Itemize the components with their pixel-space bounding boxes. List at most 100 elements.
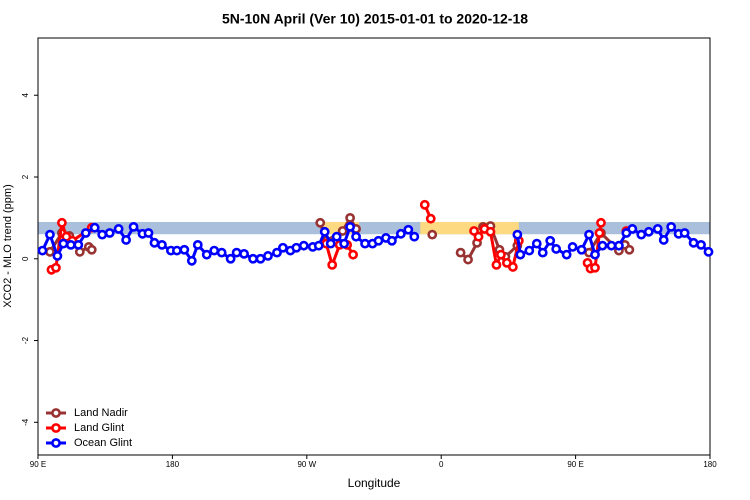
data-point — [149, 237, 160, 248]
data-point — [696, 239, 706, 250]
y-tick-label: -4 — [21, 418, 30, 426]
data-point — [209, 245, 220, 256]
data-point — [80, 228, 91, 238]
data-point — [89, 222, 100, 233]
data-point — [652, 224, 663, 234]
y-tick-label: -2 — [21, 336, 30, 344]
y-axis-label: XCO2 - MLO trend (ppm) — [2, 184, 14, 307]
data-point — [531, 238, 542, 249]
data-point — [192, 239, 203, 250]
data-point — [409, 231, 420, 242]
data-point — [51, 262, 61, 273]
data-point — [584, 229, 594, 240]
data-point — [679, 228, 690, 238]
data-point — [590, 249, 600, 260]
data-point — [360, 238, 370, 249]
data-point — [485, 226, 496, 237]
data-point — [231, 247, 242, 258]
data-point — [627, 224, 638, 234]
data-point — [339, 238, 350, 249]
data-point — [373, 235, 384, 246]
legend-label: Land Nadir — [74, 407, 128, 419]
data-point — [216, 247, 227, 258]
data-point — [395, 228, 406, 239]
data-point — [688, 237, 699, 248]
data-point — [463, 254, 473, 265]
data-point — [313, 240, 324, 251]
data-point — [567, 242, 578, 252]
x-tick-label: 90 W — [297, 460, 316, 469]
data-point — [201, 249, 212, 260]
x-tick-label: 180 — [166, 460, 180, 469]
legend-label: Ocean Glint — [74, 437, 132, 449]
data-point — [703, 246, 714, 257]
data-point — [272, 247, 282, 258]
data-point — [545, 235, 556, 246]
data-point — [636, 229, 647, 240]
data-point — [121, 235, 132, 245]
data-point — [345, 212, 356, 223]
data-point — [537, 247, 548, 258]
x-axis-label: Longitude — [348, 476, 401, 490]
data-point — [171, 245, 182, 256]
data-point — [512, 229, 523, 240]
data-point — [248, 253, 258, 264]
data-point — [515, 249, 526, 260]
data-point — [331, 231, 342, 242]
data-point — [291, 242, 302, 253]
data-point — [86, 244, 97, 255]
data-point — [319, 226, 330, 237]
legend-marker — [51, 423, 61, 433]
data-point — [278, 242, 288, 253]
data-point — [524, 245, 535, 256]
legend-label: Land Glint — [74, 422, 124, 434]
data-point — [315, 217, 326, 228]
data-point — [658, 235, 669, 245]
data-point — [56, 217, 67, 228]
data-point — [455, 247, 466, 258]
data-point — [606, 240, 617, 251]
data-point — [104, 228, 115, 238]
y-tick-label: 0 — [21, 256, 30, 261]
data-point — [179, 244, 190, 255]
x-tick-label: 90 E — [567, 460, 583, 469]
data-point — [255, 253, 266, 264]
data-point — [624, 244, 635, 255]
data-point — [65, 239, 76, 250]
data-point — [496, 249, 506, 260]
chart-title: 5N-10N April (Ver 10) 2015-01-01 to 2020… — [222, 11, 528, 27]
y-tick-label: 4 — [21, 92, 30, 97]
data-point — [157, 239, 167, 250]
data-point — [425, 213, 436, 224]
data-point — [143, 228, 154, 238]
data-point — [551, 244, 562, 254]
data-point — [52, 251, 63, 261]
reference-band — [38, 221, 710, 235]
data-point — [597, 240, 608, 251]
data-point — [614, 240, 624, 251]
data-point — [594, 228, 605, 238]
data-point — [37, 245, 48, 256]
data-point — [337, 226, 348, 236]
data-point — [427, 229, 438, 240]
x-tick-label: 0 — [439, 460, 444, 469]
data-point — [576, 244, 587, 255]
data-point — [345, 221, 356, 232]
data-point — [473, 231, 484, 242]
data-point — [666, 221, 677, 232]
data-point — [239, 248, 249, 259]
data-point — [403, 224, 414, 235]
data-point — [73, 239, 84, 250]
legend-marker — [51, 408, 61, 418]
x-tick-label: 90 E — [30, 460, 46, 469]
data-point — [45, 246, 55, 257]
data-point — [113, 224, 124, 234]
x-tick-label: 180 — [703, 460, 717, 469]
data-point — [58, 238, 69, 249]
legend-marker — [51, 438, 61, 448]
data-point — [348, 249, 358, 260]
data-point — [298, 240, 309, 251]
data-point — [45, 229, 55, 240]
data-point — [97, 229, 108, 240]
